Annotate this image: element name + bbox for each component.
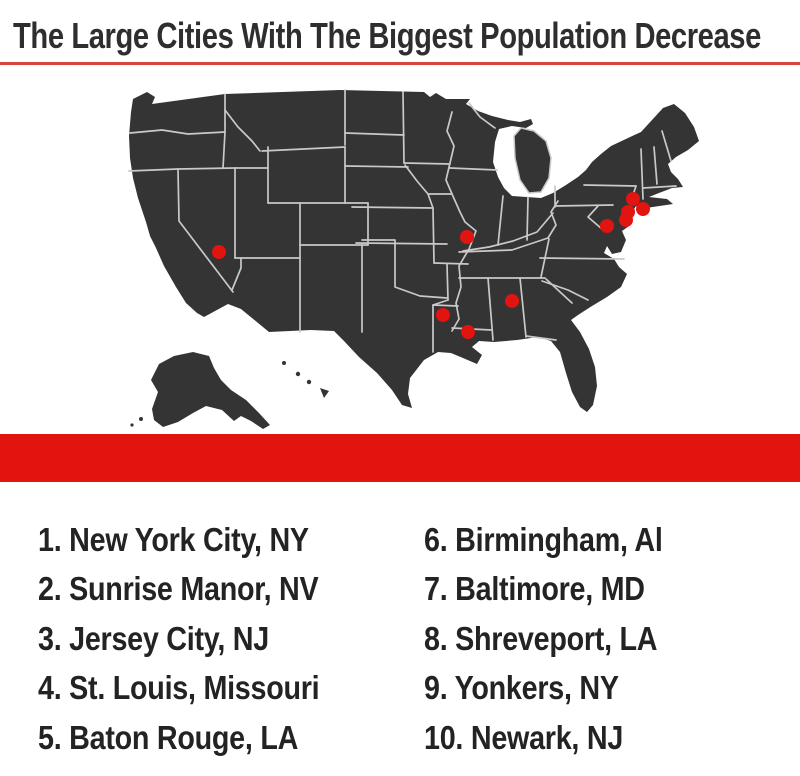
page-title: The Large Cities With The Biggest Popula… xyxy=(13,15,761,56)
city-dot-st-louis-missouri xyxy=(460,230,474,244)
list-item-8: 8. Shreveport, LA xyxy=(424,619,658,657)
state-borders xyxy=(128,89,677,353)
city-dot-birmingham-al xyxy=(505,294,519,308)
list-item-3: 3. Jersey City, NJ xyxy=(38,619,269,657)
city-dots xyxy=(212,192,650,339)
aleutian-islands xyxy=(130,417,143,427)
city-list-left-column: 1. New York City, NY 2. Sunrise Manor, N… xyxy=(38,515,320,763)
city-dot-sunrise-manor-nv xyxy=(212,245,226,259)
list-item-10: 10. Newark, NJ xyxy=(424,718,624,756)
city-dot-baltimore-md xyxy=(600,219,614,233)
us-mainland xyxy=(129,90,699,412)
list-item-1: 1. New York City, NY xyxy=(38,520,309,558)
city-list-right-column: 6. Birmingham, Al 7. Baltimore, MD 8. Sh… xyxy=(424,515,663,763)
list-item-7: 7. Baltimore, MD xyxy=(424,570,645,608)
alaska xyxy=(151,352,270,429)
city-dot-baton-rouge-la xyxy=(461,325,475,339)
red-divider-band xyxy=(0,434,800,482)
michigan-mitten xyxy=(513,127,552,194)
list-item-9: 9. Yonkers, NY xyxy=(424,669,619,707)
title-divider xyxy=(0,62,800,65)
city-dot-yonkers-ny xyxy=(626,192,640,206)
hawaii-islands xyxy=(282,361,329,398)
city-dot-new-york-city-ny xyxy=(636,202,650,216)
list-item-4: 4. St. Louis, Missouri xyxy=(38,669,320,707)
list-item-5: 5. Baton Rouge, LA xyxy=(38,718,299,756)
list-item-6: 6. Birmingham, Al xyxy=(424,520,663,558)
us-map xyxy=(0,85,800,465)
us-map-svg xyxy=(128,89,699,429)
city-dot-newark-nj xyxy=(619,213,633,227)
city-dot-shreveport-la xyxy=(436,308,450,322)
list-item-2: 2. Sunrise Manor, NV xyxy=(38,570,319,608)
